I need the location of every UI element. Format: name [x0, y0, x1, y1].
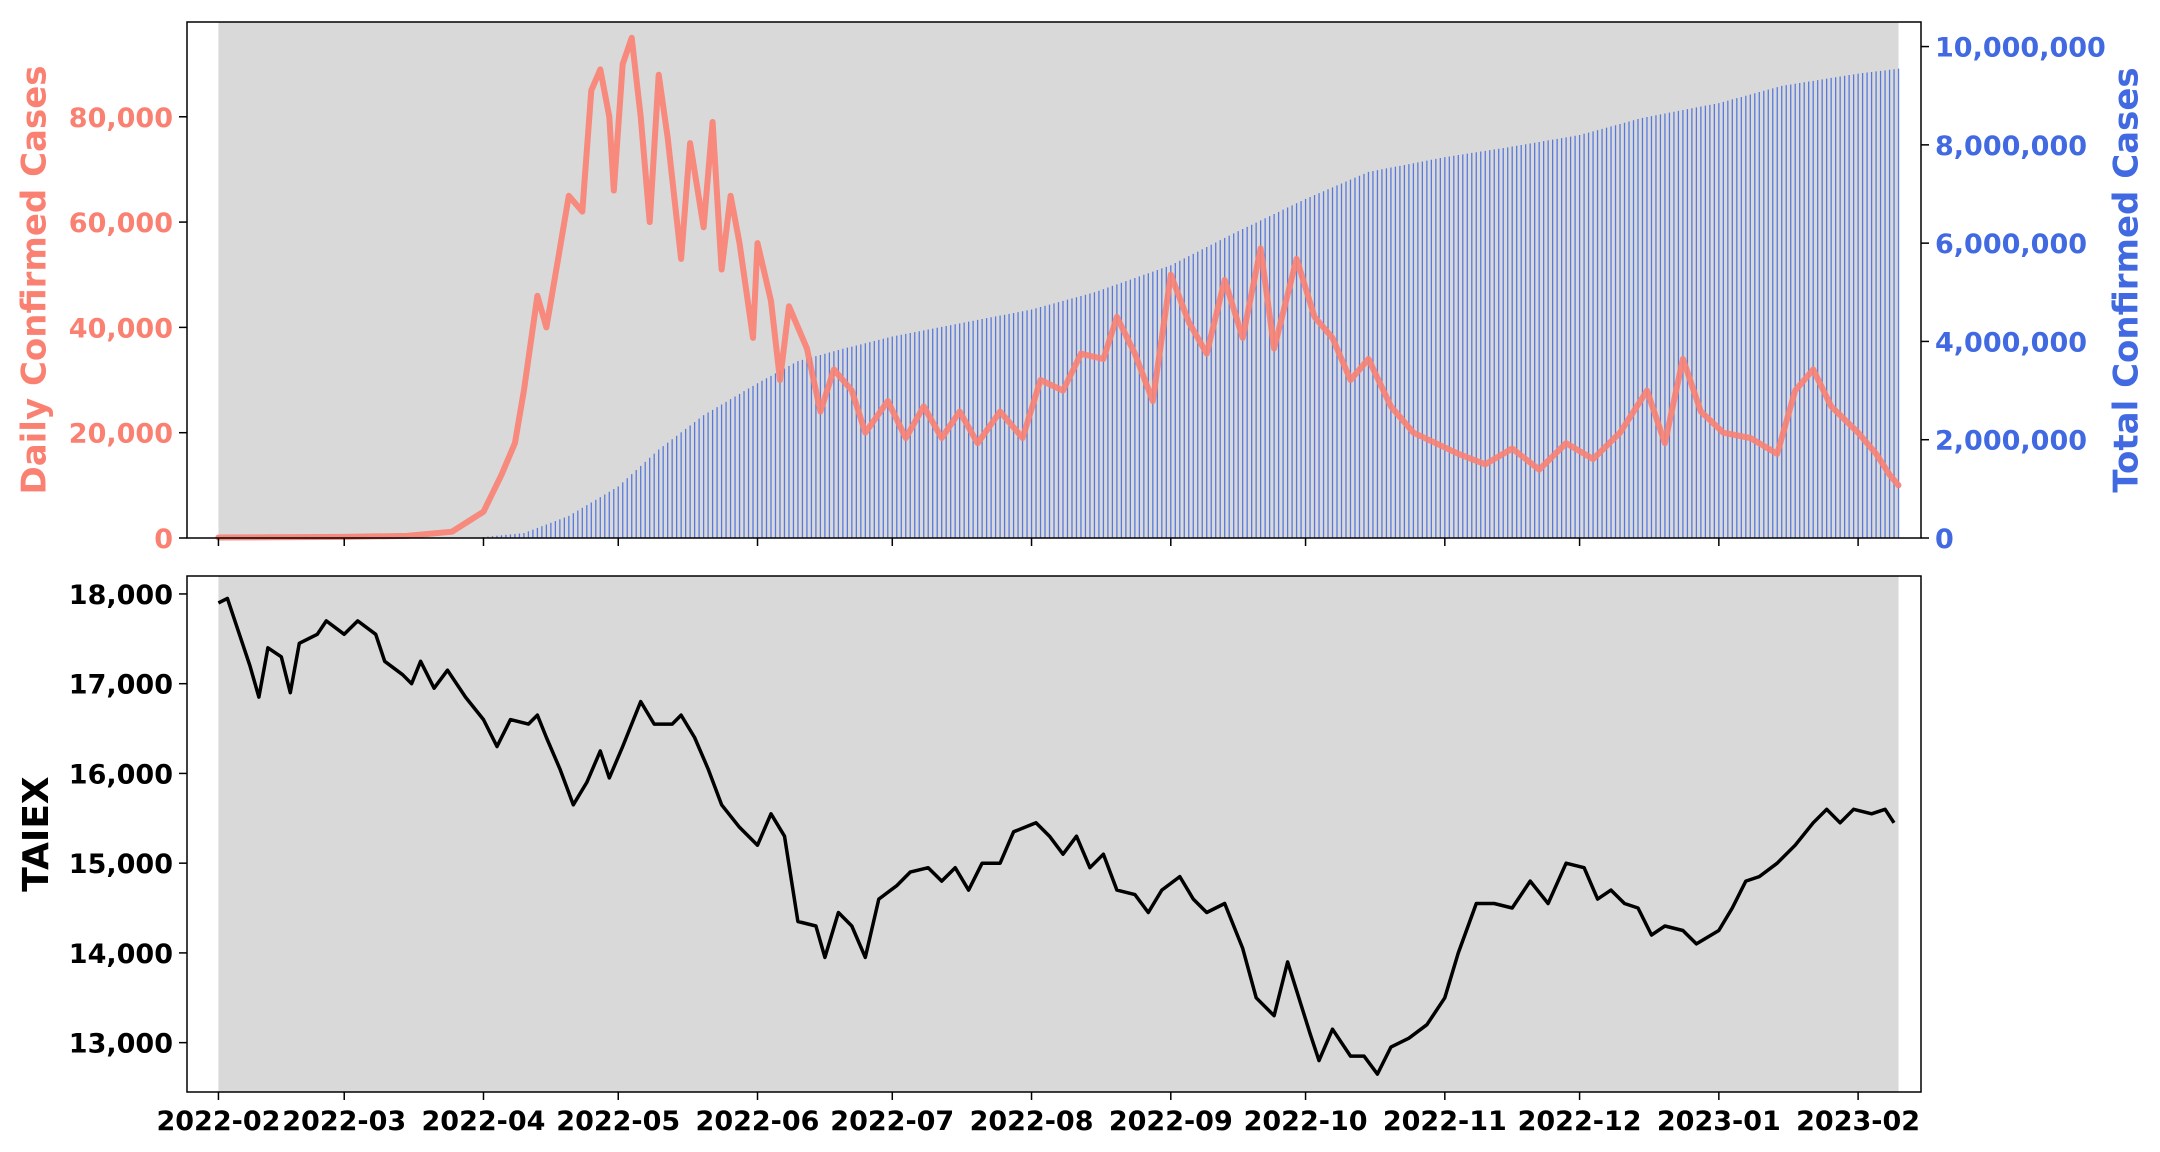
taiex-y-tick-label: 17,000: [69, 670, 173, 701]
taiex-y-tick-label: 14,000: [69, 939, 173, 970]
x-tick-label: 2023-02: [1796, 1106, 1920, 1137]
left-y-tick-label: 0: [154, 524, 173, 555]
right-y-tick-label: 4,000,000: [1935, 327, 2087, 358]
top-chart-panel: 0 20,000 40,000 60,000 80,000 0 2,000,000 4,00…: [15, 21, 2147, 555]
top-x-axis-ticks: [217, 538, 1859, 546]
x-tick-label: 2022-05: [556, 1106, 680, 1137]
left-y-tick-label: 80,000: [69, 103, 173, 134]
total-cases-bars: [482, 68, 1900, 538]
left-y-tick-label: 20,000: [69, 419, 173, 450]
top-chart-frame: [186, 21, 1922, 539]
left-y-axis: 0 20,000 40,000 60,000 80,000: [69, 103, 187, 555]
left-y-axis-label: Daily Confirmed Cases: [15, 65, 55, 494]
x-tick-label: 2022-07: [830, 1106, 954, 1137]
x-tick-label: 2022-06: [696, 1106, 820, 1137]
taiex-y-tick-label: 15,000: [69, 849, 173, 880]
x-tick-label: 2023-01: [1657, 1106, 1781, 1137]
right-y-tick-label: 2,000,000: [1935, 426, 2087, 457]
left-y-tick-label: 40,000: [69, 313, 173, 344]
x-tick-label: 2022-08: [970, 1106, 1094, 1137]
x-tick-label: 2022-09: [1109, 1106, 1233, 1137]
right-y-tick-label: 6,000,000: [1935, 229, 2087, 260]
taiex-y-tick-label: 18,000: [69, 580, 173, 611]
bottom-shaded-region: [218, 576, 1899, 1092]
taiex-y-tick-label: 13,000: [69, 1029, 173, 1060]
taiex-line: [217, 596, 1896, 1076]
x-tick-label: 2022-03: [282, 1106, 406, 1137]
daily-cases-line: [215, 34, 1902, 541]
bottom-chart-frame: [186, 575, 1922, 1093]
right-y-axis: 0 2,000,000 4,000,000 6,000,000 8,000,000 10,…: [1921, 33, 2106, 555]
x-tick-label: 2022-11: [1383, 1106, 1507, 1137]
bottom-chart-panel: 13,000 14,000 15,000 16,000 17,000 18,000 202…: [16, 575, 1922, 1137]
x-tick-label: 2022-12: [1518, 1106, 1642, 1137]
taiex-y-tick-label: 16,000: [69, 759, 173, 790]
right-y-tick-label: 8,000,000: [1935, 131, 2087, 162]
x-axis: 2022-02 2022-03 2022-04 2022-05 2022-06 2022-…: [156, 1092, 1920, 1137]
right-y-tick-label: 10,000,000: [1935, 33, 2106, 64]
x-tick-label: 2022-02: [156, 1106, 280, 1137]
taiex-y-axis-label: TAIEX: [16, 776, 57, 892]
taiex-y-axis: 13,000 14,000 15,000 16,000 17,000 18,000: [69, 580, 187, 1060]
left-y-tick-label: 60,000: [69, 208, 173, 239]
right-y-axis-label: Total Confirmed Cases: [2107, 67, 2147, 492]
x-tick-label: 2022-04: [422, 1106, 546, 1137]
x-tick-label: 2022-10: [1244, 1106, 1368, 1137]
right-y-tick-label: 0: [1935, 524, 1954, 555]
